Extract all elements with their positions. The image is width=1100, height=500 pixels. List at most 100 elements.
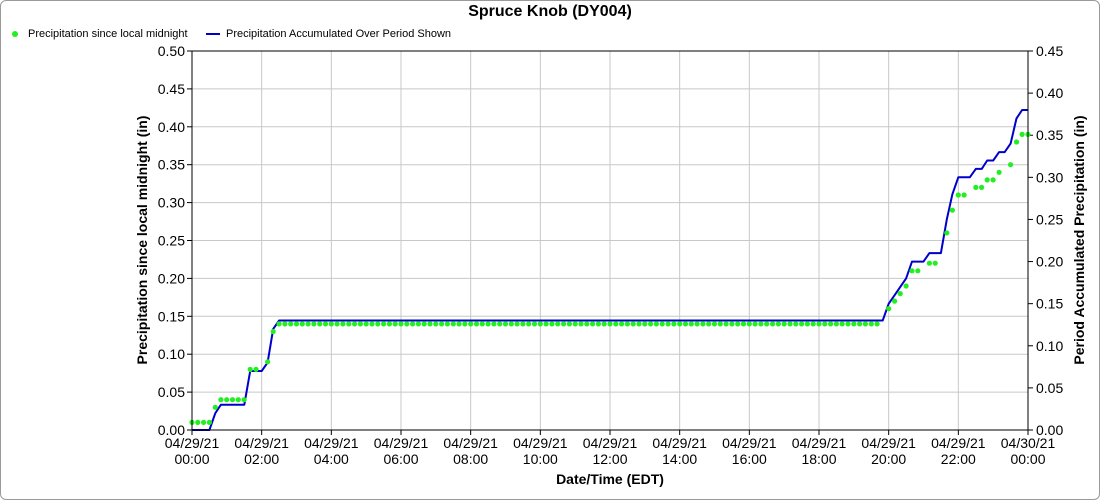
data-point [572,321,578,327]
y-axis-right-ticks: 0.00 0.05 0.10 0.15 0.20 0.25 0.30 0.35 0.40 0.45 [1028,43,1063,438]
data-point [415,321,421,327]
data-point [787,321,793,327]
data-point [288,321,294,327]
data-point [375,321,381,327]
data-point [404,321,410,327]
data-point [653,321,660,327]
data-point [677,321,683,327]
data-point [549,321,555,327]
data-point [636,321,642,327]
data-point [508,321,514,327]
data-point [450,321,456,327]
x-axis-title: Date/Time (EDT) [556,471,664,487]
data-point [973,184,979,190]
data-point [398,321,404,327]
x-tick-date: 04/29/21 [165,435,220,451]
y-axis-right-title: Period Accumulated Precipitation (in) [1071,115,1087,364]
data-point [265,359,271,365]
y2-tick-label: 0.20 [1036,254,1063,270]
data-point [334,321,340,327]
data-point [648,321,654,327]
y-tick-label: 0.15 [158,308,185,324]
data-point [700,321,706,327]
x-tick-time: 10:00 [523,451,558,467]
y-tick-label: 0.10 [158,346,185,362]
grid [191,50,1029,431]
data-point [886,306,892,312]
data-point [984,177,990,183]
data-point [566,321,573,327]
data-point [607,321,613,327]
data-point [688,321,694,327]
x-tick-time: 08:00 [453,451,488,467]
data-point [740,321,747,327]
data-point [711,321,718,327]
data-point [346,321,352,327]
data-point [833,321,840,327]
x-tick-date: 04/29/21 [304,435,359,451]
data-point [386,321,392,327]
data-point [439,321,445,327]
x-tick-time: 00:00 [1010,451,1045,467]
plot-border [191,50,1029,431]
y-tick-label: 0.35 [158,157,185,173]
data-point [601,321,607,327]
data-point [473,321,480,327]
data-point [816,321,822,327]
data-point [793,321,799,327]
data-point [862,321,869,327]
y2-tick-label: 0.15 [1036,296,1063,312]
x-tick-time: 16:00 [732,451,767,467]
data-point [857,321,863,327]
y2-tick-label: 0.00 [1036,422,1063,438]
data-point [845,321,851,327]
y-tick-label: 0.45 [158,81,185,97]
x-tick-time: 06:00 [383,451,418,467]
y2-tick-label: 0.40 [1036,85,1063,101]
y2-tick-label: 0.30 [1036,169,1063,185]
data-point [892,298,898,304]
data-point [630,321,636,327]
x-tick-time: 12:00 [592,451,627,467]
data-point [932,260,938,266]
data-point [555,321,561,327]
y-tick-label: 0.25 [158,233,185,249]
chart-title: Spruce Knob (DY004) [468,3,632,20]
data-point [874,321,880,327]
x-tick-time: 00:00 [174,451,209,467]
data-point [804,321,811,327]
data-point [241,397,247,403]
x-tick-date: 04/29/21 [931,435,986,451]
data-point [537,321,543,327]
x-tick-time: 20:00 [871,451,906,467]
green-dot-icon [12,31,18,37]
y-tick-label: 0.20 [158,270,185,286]
data-point [659,321,665,327]
data-point [218,397,224,403]
data-point [317,321,323,327]
data-point [491,321,497,327]
x-tick-date: 04/29/21 [234,435,289,451]
data-point [561,321,567,327]
data-point [868,321,874,327]
data-point [949,207,956,213]
data-point [224,397,230,403]
data-point [996,169,1002,175]
data-point [369,321,375,327]
data-point [497,321,503,327]
x-tick-date: 04/29/21 [861,435,916,451]
data-point [735,321,741,327]
y2-tick-label: 0.10 [1036,338,1063,354]
data-point [665,321,671,327]
data-point [1013,139,1020,145]
data-point [671,321,677,327]
x-tick-date: 04/29/21 [513,435,568,451]
y2-tick-label: 0.35 [1036,127,1063,143]
data-point [578,321,584,327]
data-point [619,321,625,327]
data-point [822,321,828,327]
data-point [531,321,538,327]
data-point [810,321,816,327]
y-tick-label: 0.05 [158,384,185,400]
